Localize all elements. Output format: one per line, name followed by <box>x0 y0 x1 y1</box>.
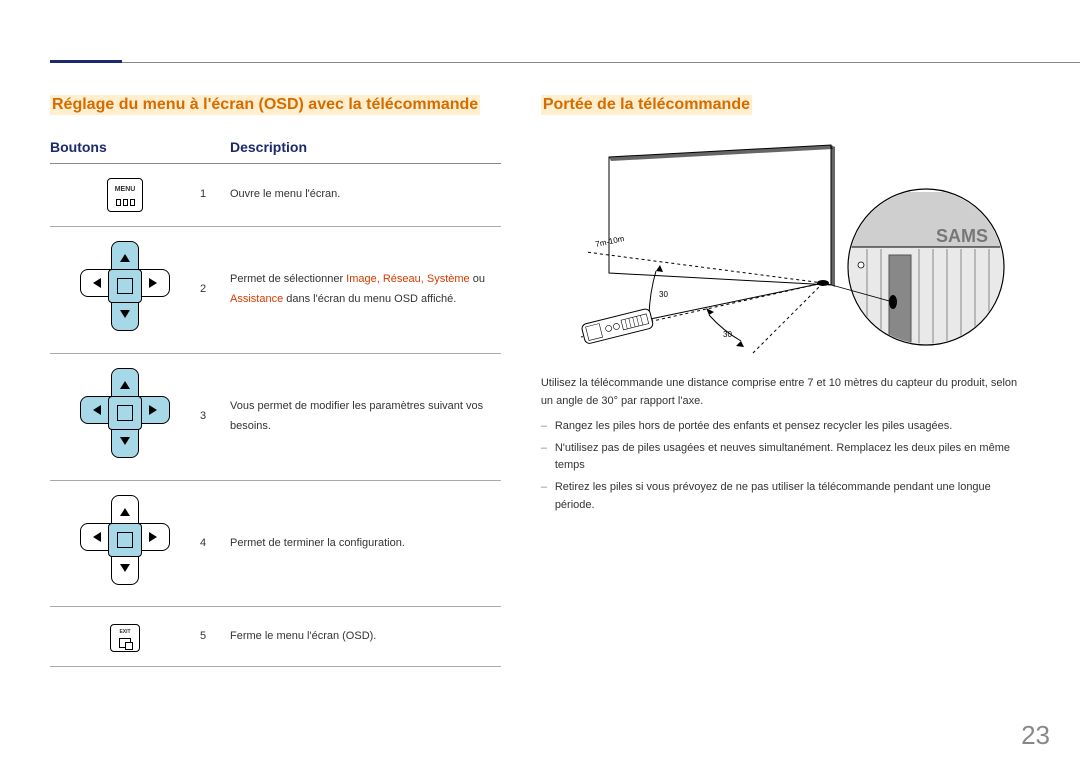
table-row: MENU 1 Ouvre le menu l'écran. <box>50 164 501 227</box>
menu-label: MENU <box>115 184 136 197</box>
range-diagram: 30 30 7m-10m <box>541 137 1021 357</box>
left-section-title: Réglage du menu à l'écran (OSD) avec la … <box>50 95 480 115</box>
row-num: 1 <box>200 164 230 227</box>
table-row: EXIT 5 Ferme le menu l'écran (OSD). <box>50 607 501 667</box>
osd-table: Boutons Description MENU 1 Ouvre le menu… <box>50 133 501 667</box>
th-spacer <box>200 133 230 164</box>
menu-button-icon: MENU <box>107 178 143 212</box>
angle-label: 30 <box>723 330 732 339</box>
bullet: Retirez les piles si vous prévoyez de ne… <box>555 479 1030 514</box>
row-num: 4 <box>200 480 230 607</box>
right-body-text: Utilisez la télécommande une distance co… <box>541 375 1030 514</box>
row-num: 3 <box>200 353 230 480</box>
row-desc: Ferme le menu l'écran (OSD). <box>230 607 501 667</box>
right-column: Portée de la télécommande <box>541 50 1030 667</box>
exit-label: EXIT <box>119 628 130 637</box>
dpad-icon <box>80 241 170 331</box>
bullet: N'utilisez pas de piles usagées et neuve… <box>555 440 1030 475</box>
row-desc: Vous permet de modifier les paramètres s… <box>230 353 501 480</box>
page-number: 23 <box>1021 720 1050 751</box>
left-column: Réglage du menu à l'écran (OSD) avec la … <box>50 50 501 667</box>
top-accent <box>50 60 122 63</box>
top-rule <box>50 62 1080 63</box>
exit-button-icon: EXIT <box>110 624 140 652</box>
th-description: Description <box>230 133 501 164</box>
brand-text: SAMS <box>936 226 988 246</box>
row-num: 5 <box>200 607 230 667</box>
table-row: 2 Permet de sélectionner Image, Réseau, … <box>50 227 501 354</box>
page: Réglage du menu à l'écran (OSD) avec la … <box>0 0 1080 667</box>
right-section-title: Portée de la télécommande <box>541 95 752 115</box>
distance-label: 7m-10m <box>594 234 625 249</box>
table-row: 3 Vous permet de modifier les paramètres… <box>50 353 501 480</box>
intro-text: Utilisez la télécommande une distance co… <box>541 375 1030 410</box>
dpad-icon <box>80 495 170 585</box>
table-row: 4 Permet de terminer la configuration. <box>50 480 501 607</box>
angle-label: 30 <box>659 290 668 299</box>
row-desc: Permet de terminer la configuration. <box>230 480 501 607</box>
row-desc: Ouvre le menu l'écran. <box>230 164 501 227</box>
dpad-icon <box>80 368 170 458</box>
row-num: 2 <box>200 227 230 354</box>
row-desc: Permet de sélectionner Image, Réseau, Sy… <box>230 227 501 354</box>
th-buttons: Boutons <box>50 133 200 164</box>
bullet: Rangez les piles hors de portée des enfa… <box>555 418 1030 436</box>
